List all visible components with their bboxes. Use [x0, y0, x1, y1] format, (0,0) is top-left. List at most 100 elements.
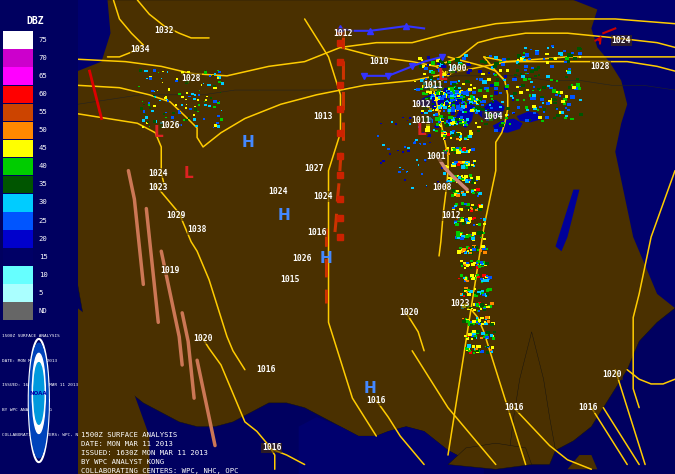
Bar	[456, 224, 458, 225]
Bar	[458, 109, 460, 110]
Bar	[454, 82, 457, 84]
Bar	[472, 108, 476, 111]
Bar	[452, 101, 454, 103]
Bar	[546, 102, 549, 105]
Bar	[524, 69, 527, 71]
Bar	[461, 218, 464, 221]
Bar	[489, 288, 492, 291]
Bar	[425, 128, 429, 132]
Bar	[479, 108, 481, 110]
Text: 1023: 1023	[450, 299, 470, 308]
Bar	[464, 103, 468, 105]
Bar	[454, 94, 456, 96]
Bar	[473, 224, 475, 226]
Bar	[459, 246, 462, 249]
Bar	[480, 321, 482, 323]
Bar	[481, 304, 483, 307]
Bar	[443, 133, 445, 135]
Bar	[523, 59, 526, 61]
Bar	[487, 118, 489, 121]
Bar	[466, 348, 470, 351]
Bar	[470, 308, 472, 310]
Bar	[466, 163, 470, 165]
Bar	[456, 151, 460, 155]
Bar	[433, 95, 435, 98]
Bar	[450, 177, 453, 179]
Bar	[486, 338, 488, 339]
Bar	[526, 109, 529, 111]
Bar	[452, 93, 456, 97]
Bar	[470, 274, 474, 277]
Bar	[451, 92, 454, 94]
Bar	[529, 119, 531, 121]
Text: COLLABORATING CENTERS: WPC, NHC, OPC: COLLABORATING CENTERS: WPC, NHC, OPC	[2, 433, 97, 437]
Bar	[466, 164, 469, 166]
Bar	[438, 107, 441, 109]
Bar	[431, 101, 433, 102]
Bar	[549, 58, 553, 61]
Bar	[165, 112, 167, 113]
Bar	[193, 118, 196, 120]
Bar	[440, 125, 442, 127]
Bar	[214, 125, 217, 127]
Bar	[477, 293, 480, 295]
Bar	[435, 89, 437, 91]
Bar	[431, 117, 432, 118]
Bar	[461, 151, 464, 153]
Bar	[470, 189, 474, 191]
Bar	[466, 165, 468, 167]
Bar	[492, 335, 494, 337]
Bar	[448, 119, 452, 122]
Bar	[428, 125, 430, 126]
Bar	[491, 67, 493, 69]
Bar	[425, 128, 429, 131]
Bar	[433, 129, 435, 131]
Bar	[477, 322, 479, 324]
Bar	[421, 79, 424, 82]
Bar	[579, 99, 582, 101]
Bar	[571, 52, 574, 54]
Bar	[160, 122, 163, 125]
Bar	[464, 166, 466, 168]
Bar	[464, 235, 466, 237]
Bar	[489, 118, 493, 121]
Bar	[462, 248, 464, 251]
Bar	[442, 104, 443, 106]
Bar	[426, 186, 427, 187]
Bar	[477, 103, 479, 105]
Bar	[464, 335, 466, 337]
Bar	[473, 288, 477, 291]
Bar	[549, 87, 553, 90]
Bar	[551, 46, 554, 47]
Bar	[411, 187, 414, 189]
Bar	[468, 323, 472, 326]
Bar	[418, 124, 420, 126]
Bar	[3, 122, 32, 139]
Bar	[462, 83, 465, 85]
Bar	[494, 74, 497, 76]
Bar	[469, 351, 472, 354]
Bar	[452, 179, 455, 182]
Bar	[140, 107, 143, 110]
Bar	[467, 99, 470, 101]
Bar	[551, 90, 556, 93]
Bar	[520, 73, 522, 75]
Bar	[456, 133, 460, 136]
Bar	[464, 111, 467, 113]
Bar	[460, 95, 462, 98]
Bar	[426, 90, 429, 93]
Bar	[448, 121, 452, 124]
Bar	[442, 64, 444, 66]
Bar	[476, 304, 479, 307]
Text: 1027: 1027	[304, 164, 323, 173]
Bar	[214, 73, 216, 75]
Bar	[467, 207, 469, 209]
Bar	[458, 86, 462, 90]
Bar	[438, 120, 441, 123]
Bar	[482, 279, 483, 280]
Bar	[474, 294, 478, 297]
Bar	[447, 147, 449, 149]
Bar	[217, 115, 220, 117]
Bar	[490, 95, 493, 98]
Bar	[185, 119, 188, 121]
